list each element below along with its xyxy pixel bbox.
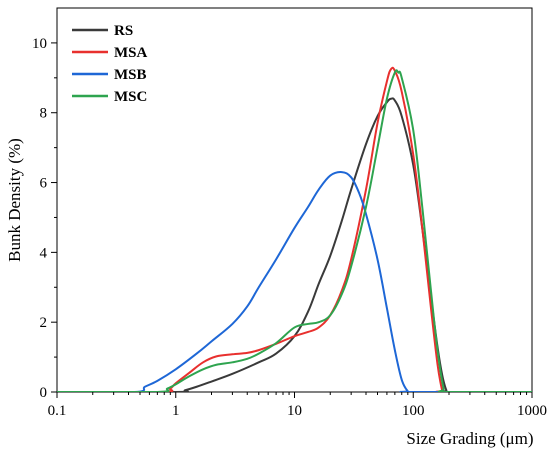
legend-label-msb: MSB — [114, 67, 147, 83]
legend-label-msc: MSC — [114, 89, 147, 105]
legend: RS MSA MSB MSC — [72, 23, 148, 105]
y-tick-label: 0 — [40, 385, 48, 401]
x-tick-label: 10 — [287, 403, 302, 419]
series-lines — [57, 66, 532, 392]
x-axis-label: Size Grading (μm) — [406, 429, 533, 448]
y-tick-label: 2 — [40, 315, 48, 331]
series-line-msb — [57, 171, 532, 392]
series-line-rs — [57, 97, 532, 392]
x-axis: 0.1 1 10 100 1000 — [48, 392, 547, 419]
legend-label-rs: RS — [114, 23, 133, 39]
x-tick-label: 0.1 — [48, 403, 67, 419]
plot-frame — [56, 7, 533, 393]
y-tick-label: 6 — [40, 176, 48, 192]
series-line-msa — [57, 66, 532, 392]
y-tick-label: 8 — [40, 106, 48, 122]
legend-label-msa: MSA — [114, 45, 148, 61]
x-tick-label: 1000 — [517, 403, 547, 419]
y-axis-label: Bunk Density (%) — [5, 138, 24, 262]
x-tick-label: 100 — [402, 403, 425, 419]
y-tick-label: 10 — [32, 36, 47, 52]
y-axis: 0 2 4 6 8 10 — [32, 36, 57, 401]
y-tick-label: 4 — [40, 245, 48, 261]
x-tick-label: 1 — [172, 403, 180, 419]
series-line-msc — [57, 69, 532, 392]
